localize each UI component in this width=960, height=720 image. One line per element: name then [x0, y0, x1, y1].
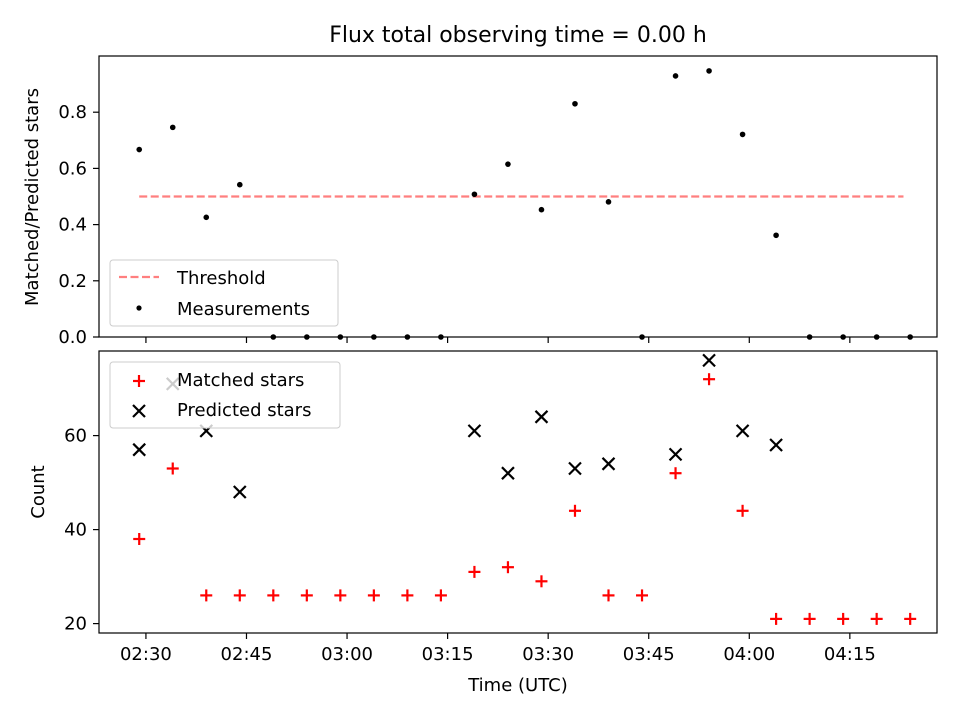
bottom-y-axis-label: Count — [28, 465, 49, 518]
bottom-x-tick-label: 03:45 — [623, 644, 675, 665]
top-panel: 0.0 0.2 0.4 0.6 0.8 Matched/Predicted stars — [22, 55, 938, 348]
predicted-star-point — [769, 438, 783, 452]
matched-legend-label: Matched stars — [177, 370, 304, 391]
top-y-tick-label: 0.8 — [58, 102, 87, 123]
predicted-legend-label: Predicted stars — [177, 400, 311, 421]
matched-star-point — [837, 612, 850, 625]
predicted-star-point — [534, 410, 549, 424]
bottom-axes-frame — [98, 350, 938, 634]
predicted-star-point — [735, 424, 750, 438]
measurement-point — [136, 146, 143, 153]
top-y-tick-label: 0.0 — [58, 327, 87, 348]
predicted-star-point — [668, 447, 683, 462]
matched-star-point — [703, 373, 716, 386]
measurement-point — [505, 161, 511, 167]
bottom-y-tick-label: 40 — [64, 520, 87, 541]
measurement-point — [706, 68, 712, 74]
matched-star-point — [367, 589, 380, 602]
measurement-point — [572, 100, 578, 107]
bottom-legend: Matched stars Predicted stars — [109, 361, 341, 429]
top-x-ticks — [145, 337, 851, 343]
top-y-tick-label: 0.2 — [58, 271, 87, 292]
measurement-point — [203, 214, 210, 221]
matched-star-point — [233, 589, 246, 602]
matched-star-point — [468, 565, 481, 578]
measurement-point — [773, 232, 779, 239]
matched-star-point — [669, 467, 682, 480]
bottom-x-tick-label: 03:00 — [321, 644, 373, 665]
predicted-star-point — [467, 424, 482, 438]
predicted-star-point — [233, 485, 247, 499]
bottom-x-tick-label: 02:30 — [120, 644, 172, 665]
measurement-point — [236, 181, 243, 188]
matched-star-point — [636, 589, 649, 602]
matched-star-point — [300, 589, 313, 602]
predicted-star-point — [132, 442, 147, 457]
bottom-x-tick-label: 03:30 — [522, 644, 574, 665]
matched-star-point — [434, 589, 447, 602]
matched-star-point — [803, 612, 816, 625]
predicted-star-point — [702, 353, 716, 368]
measurement-points — [136, 68, 913, 340]
measurement-point — [471, 191, 478, 198]
top-y-tick-label: 0.4 — [58, 215, 87, 236]
bottom-y-tick-label: 60 — [64, 426, 87, 447]
matched-star-point — [602, 589, 615, 602]
measurement-point — [169, 124, 176, 131]
threshold-legend-label: Threshold — [176, 268, 266, 289]
top-y-tick-label: 0.6 — [58, 158, 87, 179]
matched-star-point — [133, 533, 146, 545]
measurements-legend-swatch — [136, 305, 142, 311]
predicted-star-point — [568, 461, 582, 476]
top-axes-frame — [98, 55, 938, 338]
predicted-star-point — [601, 457, 616, 471]
top-y-axis-label: Matched/Predicted stars — [22, 88, 43, 306]
matched-star-point — [568, 504, 581, 517]
matched-star-point — [501, 561, 514, 574]
bottom-legend-box — [109, 361, 341, 429]
measurements-legend-label: Measurements — [177, 299, 310, 320]
matched-legend-swatch — [133, 375, 145, 387]
bottom-x-tick-label: 04:00 — [723, 644, 775, 665]
bottom-y-tick-label: 20 — [64, 614, 87, 635]
chart-title: Flux total observing time = 0.00 h — [329, 23, 707, 48]
matched-star-point — [535, 575, 548, 588]
matched-star-point — [736, 504, 749, 517]
matched-star-point — [267, 589, 280, 602]
matched-star-point — [166, 462, 179, 475]
x-axis-label: Time (UTC) — [467, 675, 568, 696]
top-y-ticks: 0.0 0.2 0.4 0.6 0.8 — [58, 102, 99, 348]
predicted-star-point — [501, 466, 515, 480]
bottom-x-tick-label: 04:15 — [824, 644, 876, 665]
matched-star-point — [770, 612, 783, 625]
bottom-x-ticks: 02:30 02:45 03:00 03:15 03:30 03:45 04:00 04:15 — [120, 633, 876, 665]
matched-star-point — [401, 589, 414, 602]
matched-star-point — [904, 612, 917, 625]
matched-stars-points — [133, 373, 917, 625]
predicted-legend-swatch — [132, 404, 146, 418]
measurement-point — [538, 206, 545, 213]
measurement-point — [739, 131, 746, 138]
matched-star-point — [200, 589, 213, 602]
top-legend-box — [109, 259, 339, 327]
measurement-point — [672, 73, 679, 79]
bottom-x-tick-label: 02:45 — [221, 644, 273, 665]
bottom-x-tick-label: 03:15 — [422, 644, 474, 665]
matched-star-point — [334, 589, 347, 602]
top-legend: Threshold Measurements — [109, 259, 339, 327]
measurement-point — [605, 199, 612, 205]
bottom-y-ticks: 20 40 60 — [64, 426, 99, 635]
matched-star-point — [870, 612, 883, 625]
